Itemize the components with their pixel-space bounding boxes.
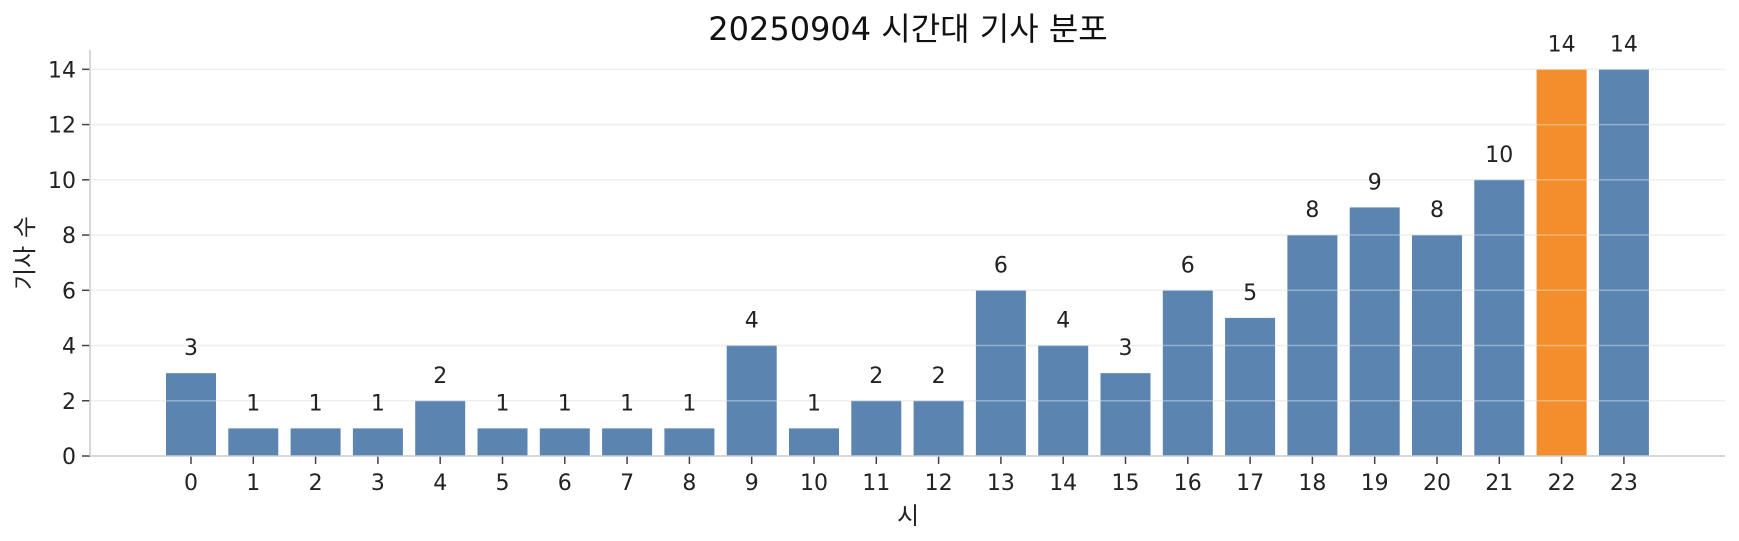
bar (290, 428, 341, 456)
x-tick-label: 13 (987, 471, 1015, 496)
bar (1100, 373, 1151, 456)
y-tick-label: 4 (62, 335, 76, 360)
x-tick-label: 16 (1174, 471, 1202, 496)
x-tick-label: 18 (1298, 471, 1326, 496)
y-tick-label: 2 (62, 390, 76, 415)
data-label: 2 (869, 364, 883, 389)
x-tick-label: 19 (1361, 471, 1389, 496)
x-tick-label: 11 (862, 471, 890, 496)
data-label: 4 (745, 309, 759, 334)
data-label: 1 (682, 391, 696, 416)
x-tick-label: 10 (800, 471, 828, 496)
x-tick-label: 8 (682, 471, 696, 496)
x-tick-label: 1 (246, 471, 260, 496)
data-label: 10 (1485, 143, 1513, 168)
data-label: 5 (1243, 281, 1257, 306)
data-label: 1 (371, 391, 385, 416)
x-tick-label: 21 (1485, 471, 1513, 496)
bar (1536, 69, 1587, 456)
y-tick-labels: 0 2 4 6 8 10 12 14 (48, 58, 76, 470)
data-label: 2 (932, 364, 946, 389)
x-tick-label: 5 (496, 471, 510, 496)
data-label: 9 (1368, 170, 1382, 195)
x-tick-labels: 0 1 2 3 4 5 6 7 8 9 10 11 12 13 14 15 16 17 18 19 20 21 22 23 (184, 471, 1638, 496)
grid-lines (90, 68, 1725, 402)
bar (975, 290, 1026, 456)
x-tick-label: 7 (620, 471, 634, 496)
x-tick-label: 4 (433, 471, 447, 496)
bar (539, 428, 590, 456)
data-label: 4 (1056, 309, 1070, 334)
data-label: 6 (994, 253, 1008, 278)
bar (602, 428, 653, 456)
x-tick-label: 12 (925, 471, 953, 496)
x-tick-label: 22 (1548, 471, 1576, 496)
bar (1598, 69, 1649, 456)
bar (726, 345, 777, 456)
bar (1412, 235, 1462, 456)
y-tick-label: 10 (48, 169, 76, 194)
x-axis-title: 시 (897, 502, 919, 530)
data-label: 1 (246, 391, 260, 416)
x-tick-label: 17 (1236, 471, 1264, 496)
x-tick-label: 2 (309, 471, 323, 496)
data-label: 14 (1548, 32, 1576, 57)
data-label: 3 (1119, 336, 1133, 361)
x-tick-label: 9 (745, 471, 759, 496)
data-label: 3 (184, 336, 198, 361)
bar (1287, 235, 1338, 456)
bars (90, 68, 1725, 457)
bar (477, 428, 528, 456)
axes (82, 50, 1725, 464)
bar (1349, 207, 1400, 456)
bar (1474, 179, 1525, 457)
x-tick-label: 6 (558, 471, 572, 496)
x-tick-label: 0 (184, 471, 198, 496)
bar (851, 400, 902, 456)
bar (1038, 345, 1089, 456)
x-tick-label: 23 (1610, 471, 1638, 496)
y-tick-label: 8 (62, 224, 76, 249)
bar (415, 400, 466, 456)
data-label: 1 (558, 391, 572, 416)
data-label: 1 (620, 391, 634, 416)
x-tick-label: 3 (371, 471, 385, 496)
data-label: 1 (807, 391, 821, 416)
bar (228, 428, 279, 456)
data-label: 2 (433, 364, 447, 389)
x-tick-label: 14 (1049, 471, 1077, 496)
y-axis-title: 기사 수 (11, 216, 39, 290)
data-label: 8 (1305, 198, 1319, 223)
y-tick-label: 12 (48, 114, 76, 139)
y-tick-label: 6 (62, 279, 76, 304)
data-label: 1 (309, 391, 323, 416)
bar (1225, 317, 1276, 456)
x-tick-label: 15 (1112, 471, 1140, 496)
y-tick-label: 0 (62, 445, 76, 470)
bar (1162, 290, 1213, 456)
data-label: 1 (496, 391, 510, 416)
chart-title: 20250904 시간대 기사 분포 (708, 10, 1107, 48)
data-label: 8 (1430, 198, 1444, 223)
y-tick-label: 14 (48, 58, 76, 83)
bar (913, 400, 964, 456)
data-label: 6 (1181, 253, 1195, 278)
bar (664, 428, 715, 456)
bar (789, 428, 839, 456)
bar (352, 428, 403, 456)
bar (166, 373, 216, 456)
x-tick-label: 20 (1423, 471, 1451, 496)
data-label: 14 (1610, 32, 1638, 57)
